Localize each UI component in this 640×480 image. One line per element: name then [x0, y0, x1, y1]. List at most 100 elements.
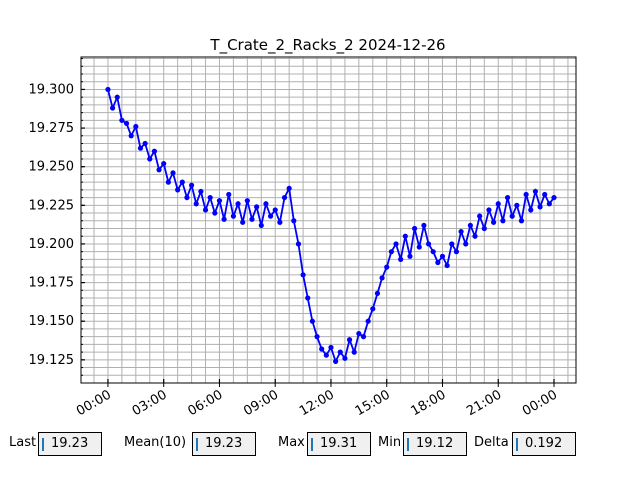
- x-tick-label: 18:00: [409, 387, 449, 419]
- data-point: [105, 86, 111, 93]
- y-tick-label: 19.225: [29, 198, 75, 213]
- data-point: [281, 194, 288, 201]
- data-point: [467, 222, 473, 229]
- data-point: [356, 330, 362, 337]
- data-point: [165, 179, 171, 185]
- chart-title: T_Crate_2_Racks_2 2024-12-26: [209, 36, 445, 55]
- data-point: [435, 259, 441, 266]
- data-point: [542, 191, 548, 198]
- data-point: [230, 213, 237, 219]
- data-point: [263, 201, 269, 207]
- data-point: [244, 198, 250, 204]
- data-point: [472, 233, 478, 239]
- data-point: [267, 213, 274, 219]
- data-point: [249, 216, 255, 222]
- data-point: [351, 349, 357, 355]
- max-field[interactable]: 19.31: [307, 432, 371, 456]
- data-point: [142, 140, 148, 147]
- min-label: Min: [378, 435, 402, 450]
- chart: T_Crate_2_Racks_2 2024-12-26 19.125 19.15…: [29, 36, 577, 419]
- mean-field[interactable]: 19.23: [192, 432, 256, 456]
- data-point: [286, 185, 292, 191]
- max-value: 19.31: [320, 436, 358, 451]
- data-point: [258, 222, 264, 229]
- x-tick-label: 00:00: [520, 387, 560, 419]
- data-point: [109, 105, 116, 111]
- data-point: [500, 218, 506, 224]
- data-point: [151, 148, 158, 154]
- data-point: [221, 216, 227, 222]
- data-point: [240, 219, 246, 225]
- mean-value: 19.23: [205, 436, 243, 451]
- max-label: Max: [278, 435, 305, 450]
- data-point: [444, 262, 450, 269]
- data-point: [123, 120, 130, 127]
- data-point: [430, 249, 436, 255]
- data-point: [147, 156, 153, 162]
- min-field[interactable]: 19.12: [403, 432, 467, 456]
- data-point: [309, 318, 315, 324]
- data-point: [546, 201, 552, 207]
- data-point: [207, 194, 213, 201]
- data-point: [323, 352, 329, 358]
- data-point: [477, 213, 483, 219]
- data-point: [425, 241, 432, 247]
- data-point: [458, 228, 464, 235]
- data-point: [314, 334, 320, 340]
- delta-field[interactable]: 0.192: [512, 432, 576, 456]
- data-point: [184, 194, 190, 201]
- data-point: [342, 355, 348, 361]
- last-field[interactable]: 19.23: [38, 432, 102, 456]
- data-point: [328, 344, 334, 351]
- data-point: [360, 334, 367, 340]
- data-point: [305, 295, 311, 301]
- data-point: [333, 358, 339, 364]
- data-point: [346, 337, 353, 343]
- y-tick-label: 19.175: [29, 276, 75, 291]
- data-point: [272, 207, 278, 213]
- text-cursor: [516, 438, 518, 451]
- data-point: [532, 188, 539, 195]
- data-point: [514, 202, 520, 208]
- data-point: [453, 249, 460, 255]
- data-point: [463, 241, 469, 247]
- data-point: [337, 349, 343, 355]
- data-point: [416, 244, 422, 250]
- data-point: [518, 218, 525, 224]
- data-point: [504, 194, 511, 201]
- text-cursor: [196, 438, 198, 451]
- data-point: [137, 145, 144, 151]
- data-point: [235, 201, 241, 207]
- data-point: [295, 241, 302, 247]
- x-tick-label: 15:00: [353, 387, 393, 419]
- x-tick-label: 09:00: [241, 387, 281, 419]
- data-point: [486, 207, 492, 213]
- data-point: [491, 219, 497, 225]
- data-point: [226, 191, 232, 198]
- data-point: [523, 191, 529, 198]
- data-point: [119, 117, 125, 123]
- data-point: [449, 241, 455, 247]
- data-point: [481, 225, 487, 232]
- delta-label: Delta: [474, 435, 509, 450]
- delta-value: 0.192: [525, 436, 563, 451]
- data-point: [175, 187, 181, 193]
- data-point: [393, 241, 399, 247]
- mean-label: Mean(10): [124, 435, 187, 450]
- data-point: [374, 290, 381, 296]
- data-point: [388, 249, 394, 255]
- y-tick-label: 19.125: [29, 353, 75, 368]
- data-point: [212, 210, 218, 216]
- x-tick-label: 03:00: [130, 387, 170, 419]
- data-point: [402, 233, 408, 239]
- data-point: [193, 201, 199, 207]
- data-point: [114, 94, 120, 100]
- data-point: [202, 207, 209, 213]
- data-point: [216, 198, 223, 204]
- data-point: [254, 204, 260, 210]
- data-point: [128, 133, 134, 139]
- data-point: [300, 272, 306, 278]
- x-tick-label: 00:00: [74, 387, 114, 419]
- x-tick-label: 21:00: [464, 387, 504, 419]
- x-tick-label: 12:00: [297, 387, 337, 419]
